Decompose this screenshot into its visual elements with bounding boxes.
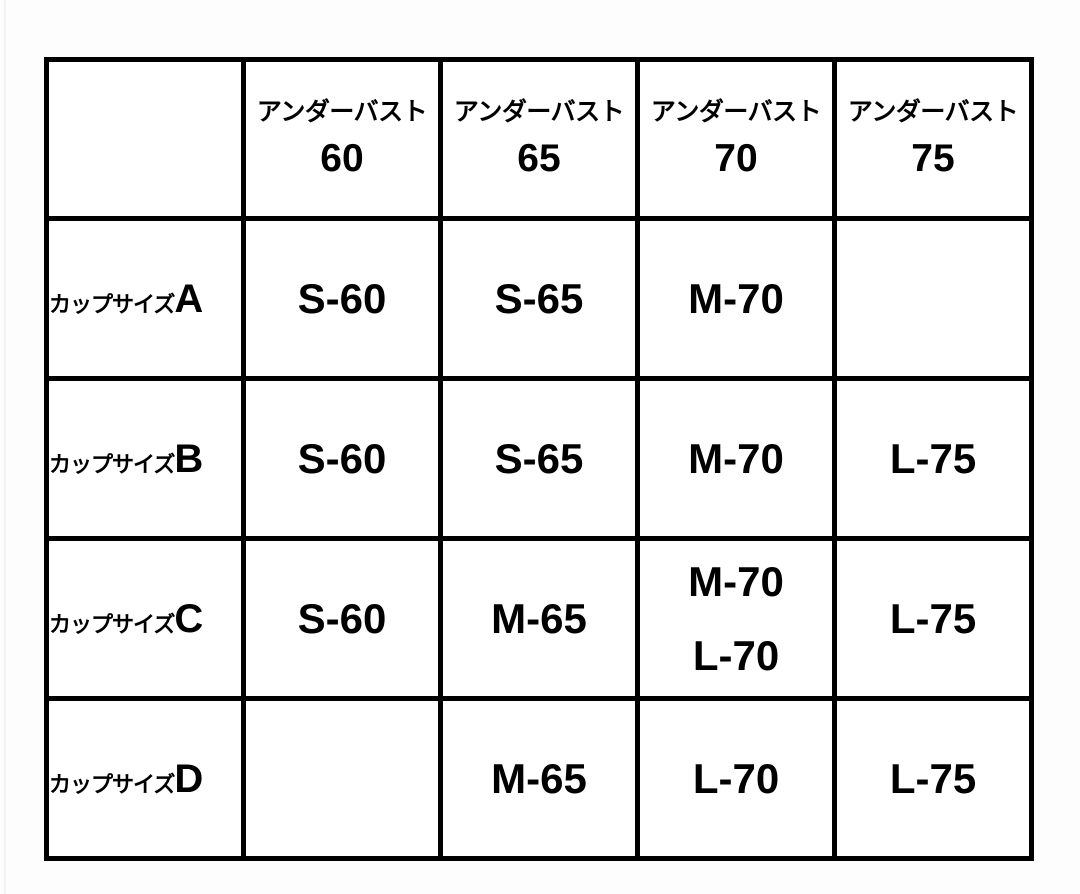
cell-value: S-60 — [297, 274, 387, 322]
cell-value: L-70 — [692, 754, 780, 802]
row-label-kana: カップサイズ — [49, 771, 175, 797]
table-row: カップサイズ D M-65 L-70 — [44, 696, 1034, 861]
column-header-number: 65 — [517, 137, 561, 180]
column-header-underbust-65: アンダーバスト 65 — [438, 57, 640, 221]
row-label-cup-size-a: カップサイズ A — [44, 216, 246, 381]
column-header-underbust-70: アンダーバスト 70 — [635, 57, 837, 221]
row-label-kana: カップサイズ — [49, 291, 175, 317]
row-label-letter: C — [174, 596, 203, 641]
table-row: カップサイズ A S-60 S-65 M-70 — [44, 216, 1034, 381]
row-label-cup-size-b: カップサイズ B — [44, 376, 246, 541]
cell-d-65: M-65 — [438, 696, 640, 861]
column-header-number: 75 — [911, 137, 955, 180]
cell-c-60: S-60 — [241, 536, 443, 701]
cell-d-60-empty — [241, 696, 443, 861]
page-edge-strip — [4, 0, 6, 894]
cell-b-70: M-70 — [635, 376, 837, 541]
cell-a-60: S-60 — [241, 216, 443, 381]
cell-value: S-60 — [297, 434, 387, 482]
table-body: アンダーバスト 60 アンダーバスト 65 アンダーバスト 70 — [44, 57, 1034, 861]
table-header-row: アンダーバスト 60 アンダーバスト 65 アンダーバスト 70 — [44, 57, 1034, 221]
cell-value-line-2: L-70 — [692, 631, 780, 679]
cell-value: L-75 — [889, 434, 977, 482]
column-header-underbust-60: アンダーバスト 60 — [241, 57, 443, 221]
row-label-kana: カップサイズ — [49, 451, 175, 477]
column-header-kana: アンダーバスト — [453, 98, 625, 126]
column-header-kana: アンダーバスト — [847, 98, 1019, 126]
cell-a-75-empty — [832, 216, 1034, 381]
cell-c-70: M-70 L-70 — [635, 536, 837, 701]
cell-b-75: L-75 — [832, 376, 1034, 541]
column-header-kana: アンダーバスト — [650, 98, 822, 126]
cell-b-60: S-60 — [241, 376, 443, 541]
cell-value-line-1: M-70 — [688, 557, 784, 605]
cell-value: L-75 — [889, 754, 977, 802]
cell-value: M-70 — [688, 274, 784, 322]
cell-value: M-70 — [688, 434, 784, 482]
cell-d-70: L-70 — [635, 696, 837, 861]
row-label-letter: D — [174, 756, 203, 801]
row-label-letter: B — [174, 436, 203, 481]
size-chart-container: アンダーバスト 60 アンダーバスト 65 アンダーバスト 70 — [44, 57, 1034, 861]
cell-value: S-65 — [494, 434, 584, 482]
table-row: カップサイズ C S-60 M-65 M-70 L-70 — [44, 536, 1034, 701]
row-label-kana: カップサイズ — [49, 611, 175, 637]
cell-value: M-65 — [491, 594, 587, 642]
row-label-letter: A — [174, 276, 203, 321]
cell-value: M-65 — [491, 754, 587, 802]
row-label-cup-size-d: カップサイズ D — [44, 696, 246, 861]
cell-c-75: L-75 — [832, 536, 1034, 701]
column-header-number: 70 — [714, 137, 758, 180]
row-label-cup-size-c: カップサイズ C — [44, 536, 246, 701]
table-row: カップサイズ B S-60 S-65 M-70 — [44, 376, 1034, 541]
cell-a-70: M-70 — [635, 216, 837, 381]
cell-d-75: L-75 — [832, 696, 1034, 861]
column-header-number: 60 — [320, 137, 364, 180]
cell-b-65: S-65 — [438, 376, 640, 541]
cell-value: S-60 — [297, 594, 387, 642]
cell-a-65: S-65 — [438, 216, 640, 381]
table-corner-cell — [44, 57, 246, 221]
cell-c-65: M-65 — [438, 536, 640, 701]
cell-value: L-75 — [889, 594, 977, 642]
cell-value: S-65 — [494, 274, 584, 322]
column-header-kana: アンダーバスト — [256, 98, 428, 126]
bra-size-chart-table: アンダーバスト 60 アンダーバスト 65 アンダーバスト 70 — [44, 57, 1034, 861]
column-header-underbust-75: アンダーバスト 75 — [832, 57, 1034, 221]
